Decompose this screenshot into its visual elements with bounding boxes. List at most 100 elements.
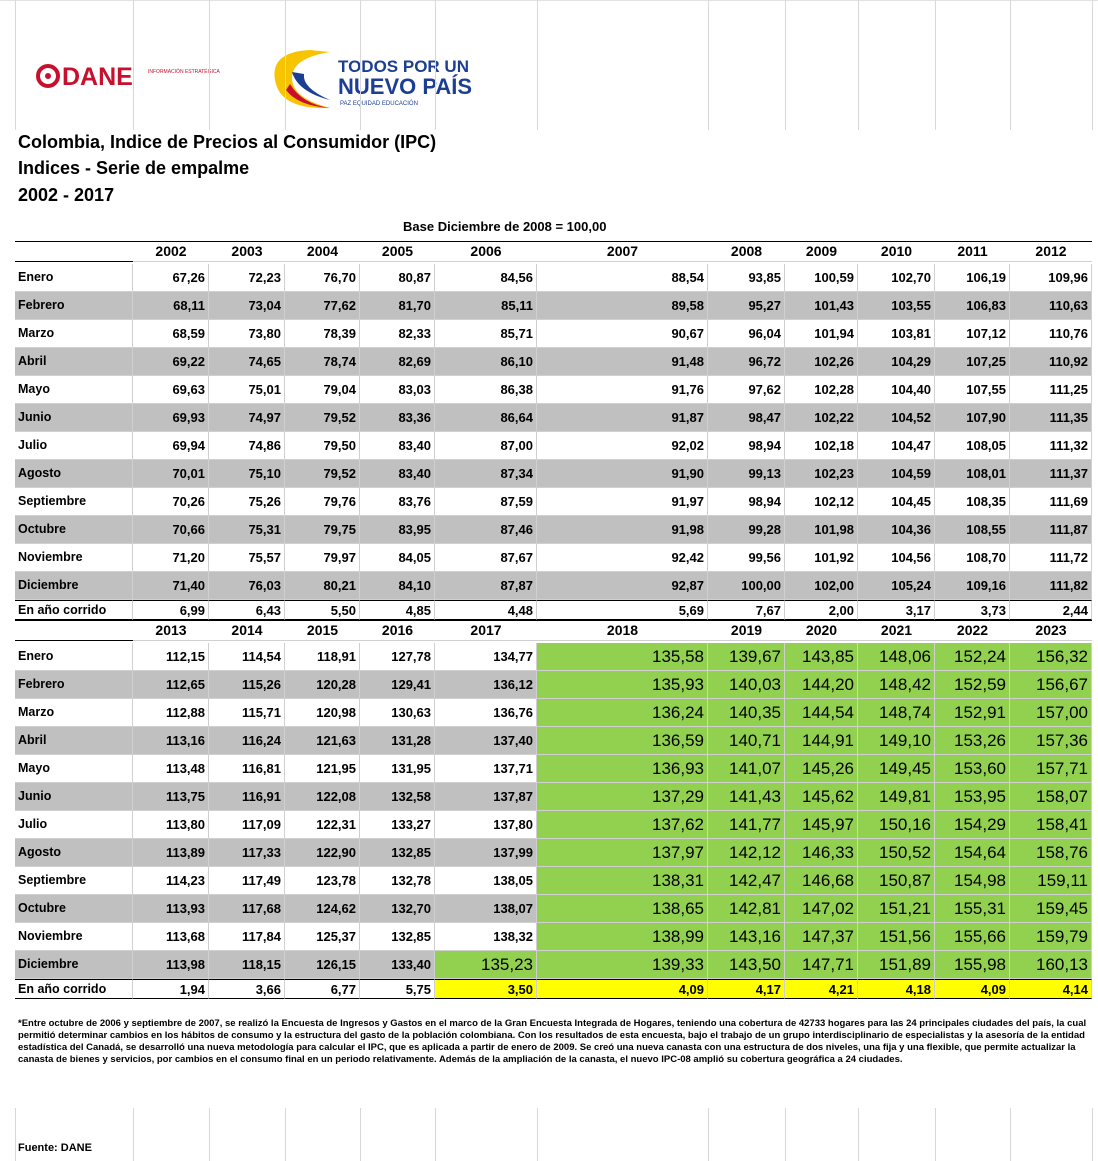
value-cell: 91,98 bbox=[537, 516, 708, 544]
value-cell: 159,45 bbox=[1010, 895, 1092, 923]
value-cell: 84,10 bbox=[360, 572, 435, 600]
value-cell: 112,15 bbox=[133, 643, 209, 671]
value-cell: 137,71 bbox=[435, 755, 537, 783]
value-cell: 70,01 bbox=[133, 460, 209, 488]
gov-logo-2: NUEVO PAÍS bbox=[338, 74, 472, 99]
value-cell: 104,40 bbox=[858, 376, 935, 404]
value-cell: 84,05 bbox=[360, 544, 435, 572]
value-cell: 91,48 bbox=[537, 348, 708, 376]
row-label: En año corrido bbox=[15, 600, 133, 620]
row-label: Febrero bbox=[15, 671, 133, 699]
row-label: Julio bbox=[15, 432, 133, 460]
value-cell: 2,44 bbox=[1010, 600, 1092, 620]
grid-line bbox=[1092, 1108, 1093, 1161]
year-header: 2002 bbox=[133, 241, 209, 262]
value-cell: 79,75 bbox=[285, 516, 360, 544]
value-cell: 106,19 bbox=[935, 264, 1010, 292]
year-header: 2017 bbox=[435, 620, 537, 641]
year-header: 2004 bbox=[285, 241, 360, 262]
value-cell: 107,25 bbox=[935, 348, 1010, 376]
value-cell: 104,36 bbox=[858, 516, 935, 544]
row-label: Junio bbox=[15, 783, 133, 811]
value-cell: 144,54 bbox=[785, 699, 858, 727]
value-cell: 108,05 bbox=[935, 432, 1010, 460]
row-label: Mayo bbox=[15, 376, 133, 404]
row-label: Noviembre bbox=[15, 923, 133, 951]
value-cell: 117,33 bbox=[209, 839, 285, 867]
value-cell: 136,59 bbox=[537, 727, 708, 755]
value-cell: 145,62 bbox=[785, 783, 858, 811]
value-cell: 80,87 bbox=[360, 264, 435, 292]
value-cell: 87,34 bbox=[435, 460, 537, 488]
value-cell: 136,76 bbox=[435, 699, 537, 727]
value-cell: 75,01 bbox=[209, 376, 285, 404]
year-header: 2016 bbox=[360, 620, 435, 641]
value-cell: 83,95 bbox=[360, 516, 435, 544]
value-cell: 69,22 bbox=[133, 348, 209, 376]
value-cell: 76,03 bbox=[209, 572, 285, 600]
value-cell: 153,95 bbox=[935, 783, 1010, 811]
grid-line bbox=[435, 1108, 436, 1161]
year-header: 2015 bbox=[285, 620, 360, 641]
value-cell: 142,81 bbox=[708, 895, 785, 923]
year-header: 2007 bbox=[537, 241, 708, 262]
value-cell: 109,96 bbox=[1010, 264, 1092, 292]
value-cell: 137,99 bbox=[435, 839, 537, 867]
value-cell: 151,56 bbox=[858, 923, 935, 951]
value-cell: 108,35 bbox=[935, 488, 1010, 516]
value-cell: 155,98 bbox=[935, 951, 1010, 979]
value-cell: 6,43 bbox=[209, 600, 285, 620]
value-cell: 149,10 bbox=[858, 727, 935, 755]
value-cell: 139,33 bbox=[537, 951, 708, 979]
value-cell: 98,94 bbox=[708, 488, 785, 516]
value-cell: 98,94 bbox=[708, 432, 785, 460]
value-cell: 110,92 bbox=[1010, 348, 1092, 376]
value-cell: 155,31 bbox=[935, 895, 1010, 923]
value-cell: 121,63 bbox=[285, 727, 360, 755]
value-cell: 118,15 bbox=[209, 951, 285, 979]
value-cell: 77,62 bbox=[285, 292, 360, 320]
value-cell: 103,55 bbox=[858, 292, 935, 320]
value-cell: 151,89 bbox=[858, 951, 935, 979]
value-cell: 79,52 bbox=[285, 460, 360, 488]
row-label: Diciembre bbox=[15, 951, 133, 979]
value-cell: 4,48 bbox=[435, 600, 537, 620]
value-cell: 136,24 bbox=[537, 699, 708, 727]
value-cell: 114,23 bbox=[133, 867, 209, 895]
value-cell: 125,37 bbox=[285, 923, 360, 951]
gov-tagline: PAZ EQUIDAD EDUCACIÓN bbox=[340, 100, 418, 107]
value-cell: 152,91 bbox=[935, 699, 1010, 727]
value-cell: 88,54 bbox=[537, 264, 708, 292]
row-label: Abril bbox=[15, 348, 133, 376]
grid-line bbox=[435, 0, 436, 130]
value-cell: 139,67 bbox=[708, 643, 785, 671]
value-cell: 136,12 bbox=[435, 671, 537, 699]
value-cell: 4,85 bbox=[360, 600, 435, 620]
row-label: Abril bbox=[15, 727, 133, 755]
row-label: Diciembre bbox=[15, 572, 133, 600]
grid-line bbox=[1092, 0, 1093, 130]
value-cell: 151,21 bbox=[858, 895, 935, 923]
value-cell: 108,70 bbox=[935, 544, 1010, 572]
value-cell: 102,22 bbox=[785, 404, 858, 432]
value-cell: 78,74 bbox=[285, 348, 360, 376]
value-cell: 97,62 bbox=[708, 376, 785, 404]
subtitle: Indices - Serie de empalme bbox=[18, 158, 250, 178]
value-cell: 156,67 bbox=[1010, 671, 1092, 699]
value-cell: 134,77 bbox=[435, 643, 537, 671]
value-cell: 82,33 bbox=[360, 320, 435, 348]
year-header: 2008 bbox=[708, 241, 785, 262]
value-cell: 75,31 bbox=[209, 516, 285, 544]
value-cell: 113,16 bbox=[133, 727, 209, 755]
value-cell: 75,10 bbox=[209, 460, 285, 488]
value-cell: 68,11 bbox=[133, 292, 209, 320]
value-cell: 79,97 bbox=[285, 544, 360, 572]
value-cell: 147,02 bbox=[785, 895, 858, 923]
value-cell: 109,16 bbox=[935, 572, 1010, 600]
value-cell: 83,40 bbox=[360, 432, 435, 460]
value-cell: 150,87 bbox=[858, 867, 935, 895]
value-cell: 126,15 bbox=[285, 951, 360, 979]
value-cell: 116,81 bbox=[209, 755, 285, 783]
grid-line bbox=[133, 0, 134, 130]
value-cell: 4,18 bbox=[858, 979, 935, 999]
